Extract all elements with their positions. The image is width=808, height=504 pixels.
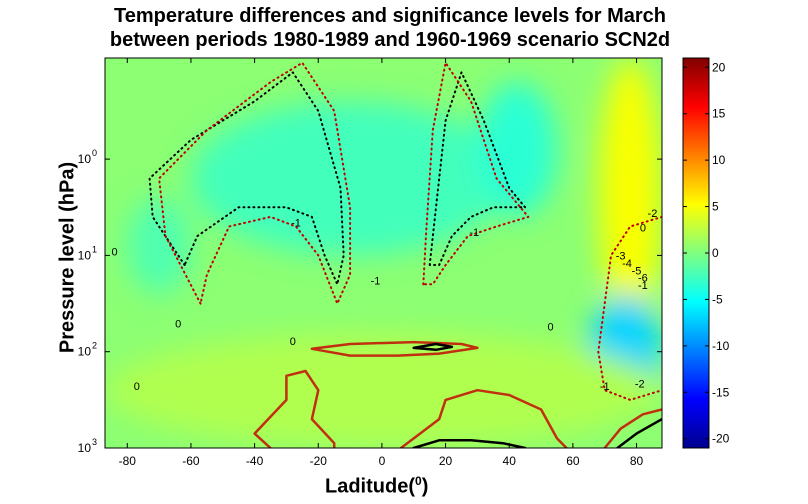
contour-label: -2 [648, 208, 658, 220]
contour-label: 0 [640, 222, 646, 234]
contour-label: -1 [600, 381, 610, 393]
significance-contour [253, 369, 336, 448]
colorbar-tick-label: -20 [712, 432, 730, 446]
contour-label: -4 [622, 258, 632, 270]
y-axis-label: Pressure level (hPa) [56, 161, 79, 354]
x-tick-label: 80 [630, 454, 644, 468]
x-axis-label: Laditude(0) [325, 474, 428, 499]
x-tick-label: -20 [310, 454, 328, 468]
significance-contour [428, 71, 527, 266]
colorbar-tick-label: 0 [712, 246, 719, 260]
heatmap-region [127, 197, 191, 294]
colorbar-tick-label: 15 [712, 107, 726, 121]
heatmap-regions [105, 58, 662, 448]
contour-label: -6 [638, 272, 648, 284]
x-tick-label: 40 [503, 454, 517, 468]
colorbar: 20 15 10 5 0 -5 -10 -15 -20 [682, 57, 730, 449]
x-axis-label-open: ( [408, 475, 416, 498]
x-tick-label: 60 [566, 454, 580, 468]
chart-title: Temperature differences and significance… [113, 5, 667, 27]
contour-label: 0 [290, 336, 296, 348]
significance-contours [148, 61, 662, 448]
colorbar-tick-label: -10 [712, 339, 730, 353]
contour-label: 0 [134, 381, 140, 393]
x-tick-label: -40 [246, 454, 264, 468]
contour-label: -1 [469, 227, 479, 239]
significance-contour [310, 340, 479, 357]
x-tick-label: -60 [182, 454, 200, 468]
colorbar-tick-label: 20 [712, 60, 726, 74]
plot-frame [104, 57, 663, 449]
colorbar-tick-label: -15 [712, 385, 730, 399]
contour-label: -1 [371, 275, 381, 287]
significance-contour [412, 439, 527, 448]
y-tick-label: 10 [78, 441, 92, 455]
x-tick-label: -80 [119, 454, 137, 468]
significance-contour [148, 71, 345, 286]
x-axis-label-superscript: 0 [415, 474, 422, 488]
significance-contour [422, 61, 530, 286]
x-tick-label: 20 [439, 454, 453, 468]
contour-label: -1 [638, 280, 648, 292]
contour-label: -3 [616, 250, 626, 262]
contour-label: 0 [548, 322, 554, 334]
y-tick-label-exponent: 0 [92, 148, 97, 158]
colorbar-fill [682, 57, 710, 449]
heatmap-region [190, 101, 510, 256]
significance-contour [158, 61, 352, 305]
heatmap-region [598, 58, 662, 333]
x-axis-label-text: Laditude [325, 475, 409, 498]
significance-contour [412, 342, 454, 352]
contour-label: -1 [291, 218, 301, 230]
y-tick-label: 10 [78, 345, 92, 359]
x-axis-label-close: ) [421, 475, 429, 498]
y-tick-label: 10 [78, 248, 92, 262]
heatmap-region [105, 332, 662, 448]
significance-contour [603, 408, 662, 448]
heatmap-region [477, 82, 557, 217]
y-tick-label-exponent: 3 [92, 437, 97, 447]
y-tick-label: 10 [78, 152, 92, 166]
colorbar-tick-label: 10 [712, 153, 726, 167]
significance-contour [399, 388, 568, 448]
y-tick-label-exponent: 1 [92, 244, 97, 254]
colorbar-tick-label: 5 [712, 200, 719, 214]
x-tick-label: 0 [379, 454, 386, 468]
chart-subtitle: between periods 1980-1989 and 1960-1969 … [109, 29, 671, 51]
contour-label: 0 [175, 319, 181, 331]
contour-label: -2 [635, 378, 645, 390]
significance-contour [616, 417, 662, 448]
significance-contour [597, 215, 662, 401]
contour-label: -5 [632, 266, 642, 278]
colorbar-tick-label: -5 [712, 292, 723, 306]
contour-label: 0 [111, 246, 117, 258]
y-tick-label-exponent: 2 [92, 341, 97, 351]
